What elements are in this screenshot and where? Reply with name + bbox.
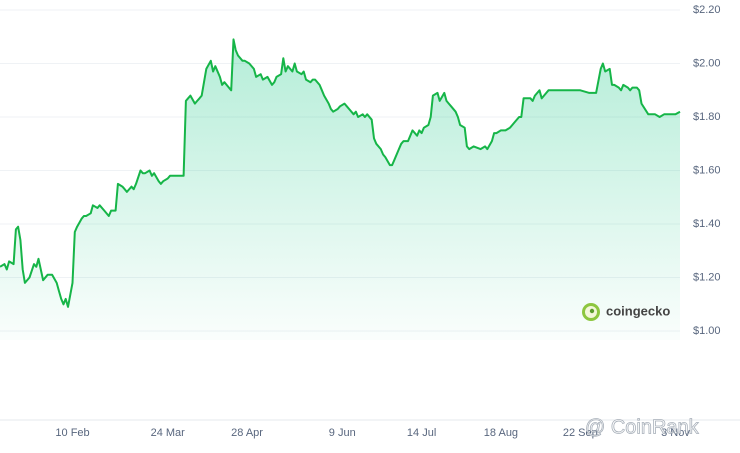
logo bbox=[582, 303, 600, 321]
x-tick-label: 14 Jul bbox=[407, 427, 436, 439]
y-tick-label: $1.40 bbox=[693, 218, 721, 230]
y-tick-label: $1.80 bbox=[693, 111, 721, 123]
watermark-coinrank: @ CoinRank bbox=[585, 416, 700, 438]
y-tick-label: $2.00 bbox=[693, 57, 721, 69]
x-tick-label: 10 Feb bbox=[55, 427, 89, 439]
x-tick-label: 24 Mar bbox=[151, 427, 186, 439]
x-tick-label: 22 Sep bbox=[563, 427, 598, 439]
price-line bbox=[0, 38, 681, 308]
y-tick-label: $2.20 bbox=[693, 4, 721, 16]
y-tick-label: $1.00 bbox=[693, 325, 721, 337]
price-area bbox=[0, 39, 680, 341]
x-tick-label: 28 Apr bbox=[231, 427, 263, 439]
x-tick-label: 18 Aug bbox=[484, 427, 518, 439]
x-tick-label: 3 Nov bbox=[661, 427, 690, 439]
y-tick-label: $1.60 bbox=[693, 164, 721, 176]
y-tick-label: $1.20 bbox=[693, 271, 721, 283]
x-tick-label: 9 Jun bbox=[329, 427, 356, 439]
watermark-coingecko: coingecko bbox=[606, 303, 670, 318]
